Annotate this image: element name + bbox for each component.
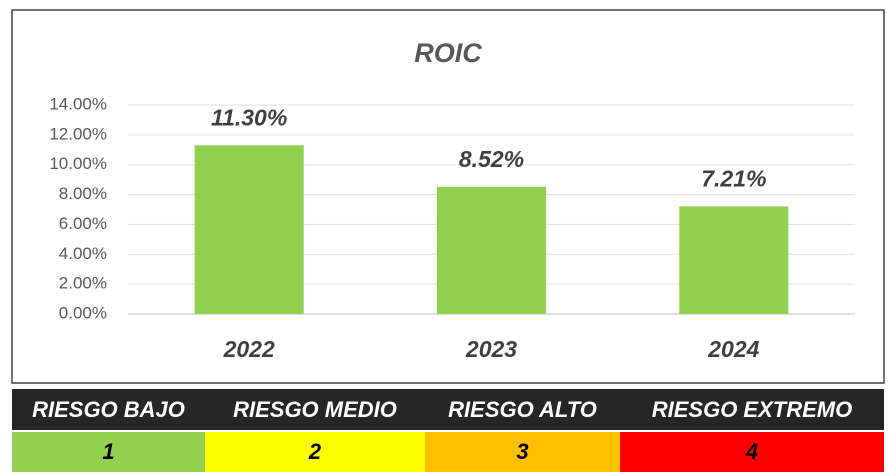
y-tick-label: 4.00% (59, 244, 107, 263)
risk-label: RIESGO EXTREMO (652, 397, 852, 422)
risk-label: RIESGO MEDIO (233, 397, 397, 422)
risk-level: 1 (102, 439, 114, 464)
x-tick-label: 2023 (465, 336, 517, 362)
risk-label: RIESGO BAJO (32, 397, 185, 422)
y-tick-label: 12.00% (49, 124, 107, 143)
y-tick-label: 10.00% (49, 154, 107, 173)
risk-label: RIESGO ALTO (448, 397, 597, 422)
x-tick-label: 2022 (223, 336, 275, 362)
risk-cell (425, 432, 620, 472)
y-tick-label: 14.00% (49, 94, 107, 113)
y-tick-label: 8.00% (59, 184, 107, 203)
risk-cell (620, 432, 884, 472)
risk-header-bg (12, 389, 884, 430)
bar (436, 186, 547, 314)
risk-cell (205, 432, 425, 472)
chart-title: ROIC (414, 38, 482, 68)
y-tick-label: 6.00% (59, 214, 107, 233)
risk-cell (12, 432, 205, 472)
data-label: 7.21% (701, 165, 766, 191)
data-label: 11.30% (211, 104, 287, 130)
risk-level: 2 (308, 439, 322, 464)
data-label: 8.52% (459, 146, 524, 172)
y-tick-label: 0.00% (59, 303, 107, 322)
risk-level: 4 (745, 439, 758, 464)
y-tick-label: 2.00% (59, 274, 107, 293)
x-tick-label: 2024 (707, 336, 759, 362)
bar (194, 145, 304, 314)
bar (679, 206, 789, 314)
risk-level: 3 (516, 439, 528, 464)
